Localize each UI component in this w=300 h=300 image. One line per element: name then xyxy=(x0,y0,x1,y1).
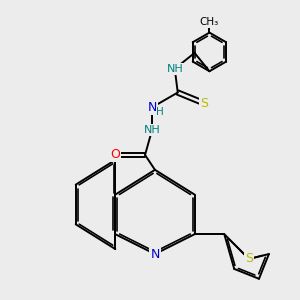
Text: NH: NH xyxy=(167,64,183,74)
Text: S: S xyxy=(245,253,253,266)
Text: N: N xyxy=(147,101,157,114)
Text: N: N xyxy=(150,248,160,260)
Text: NH: NH xyxy=(144,125,160,135)
Text: N: N xyxy=(150,248,160,260)
Text: H: H xyxy=(156,107,164,117)
Text: O: O xyxy=(110,148,120,161)
Text: CH₃: CH₃ xyxy=(200,17,219,27)
Text: S: S xyxy=(245,253,253,266)
Text: N: N xyxy=(150,248,160,260)
Text: S: S xyxy=(200,97,208,110)
